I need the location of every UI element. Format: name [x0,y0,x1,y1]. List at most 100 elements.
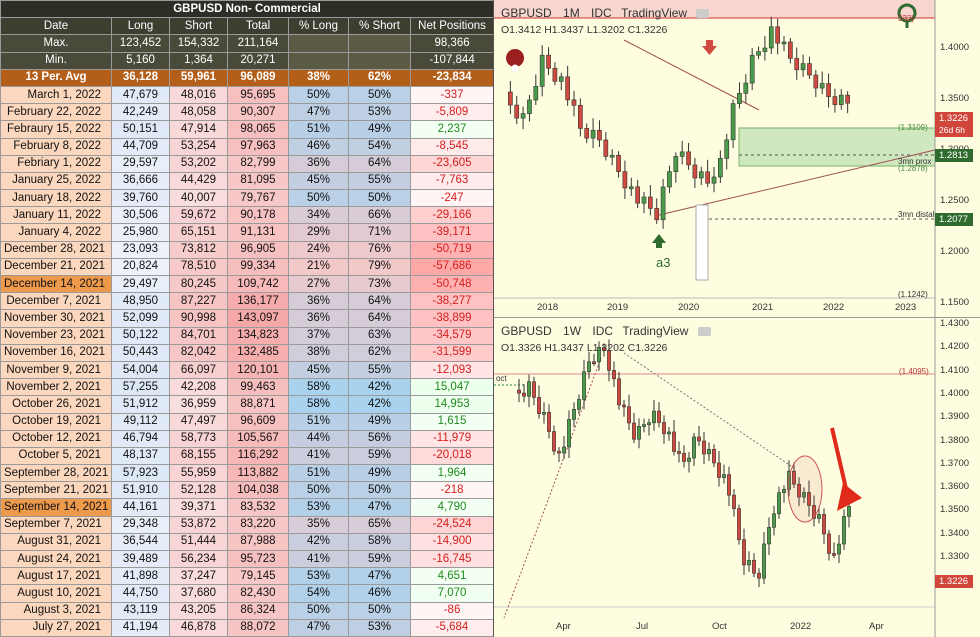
candle-body [705,171,710,184]
candle-body [597,129,602,141]
table-row: July 27, 2021 41,194 46,878 88,072 47% 53% -5,… [0,618,495,637]
cell-long: 48,137 [111,446,170,466]
candle-body [792,470,796,485]
cell-short: 58,773 [169,429,228,448]
candle-body [737,508,741,540]
candle-body [539,54,545,87]
cell-total: 91,131 [227,223,289,242]
monthly-chart[interactable]: GBPUSD 1M IDC TradingView O1.3412 H1.343… [493,0,980,318]
cell-pl: 37% [288,326,349,345]
candle-body [800,63,806,71]
cell-long: 49,112 [111,412,170,431]
monthly-chart-canvas[interactable] [494,0,980,318]
min-ps [348,51,411,70]
y-tick: 1.3600 [940,481,970,493]
column-header: Total [227,17,289,36]
candle-body [632,422,636,440]
cell-pl: 34% [288,206,349,225]
max-short: 154,332 [169,34,228,53]
candle-body [686,151,691,166]
cell-date: November 2, 2021 [0,378,112,397]
candle-body [612,370,616,380]
candle-body [717,462,721,478]
cell-short: 56,234 [169,549,228,569]
cell-ps: 42% [348,378,411,397]
candle-body [584,128,590,139]
candle-body [802,492,806,498]
candle-body [657,410,661,423]
cell-ps: 59% [348,446,411,466]
candle-body [673,156,679,172]
table-row: October 12, 2021 46,794 58,773 105,567 44% 56… [0,429,495,448]
cell-date: January 11, 2022 [0,206,112,225]
table-row: November 16, 2021 50,443 82,042 132,485 38% 6… [0,343,495,362]
down-arrow-icon [702,40,717,55]
collapse-icon[interactable] [696,9,710,19]
collapse-icon[interactable] [697,327,711,337]
cell-long: 36,666 [111,171,170,191]
level-tag: 1.2813 [935,149,973,162]
cell-ps: 50% [348,601,411,620]
cell-ps: 53% [348,103,411,122]
cell-total: 136,177 [227,292,289,311]
candle-body [562,446,566,454]
cell-ps: 49% [348,412,411,431]
max-ps [348,34,411,53]
cell-net: -218 [409,481,495,500]
cell-short: 40,007 [169,189,228,208]
cell-total: 143,097 [227,309,289,328]
cell-long: 54,004 [111,360,170,380]
cell-date: August 31, 2021 [0,532,112,552]
candle-body [514,104,520,119]
candle-body [627,406,631,424]
cell-date: December 21, 2021 [0,257,112,277]
y-tick: 1.3500 [940,504,970,516]
table-row: January 4, 2022 25,980 65,151 91,131 29% 71% -… [0,223,495,242]
candle-body [571,99,577,106]
cell-total: 105,567 [227,429,289,448]
table-row: September 28, 2021 57,923 55,959 113,882 51%… [0,464,495,483]
x-tick: 2020 [678,302,700,313]
weekly-chart-canvas[interactable] [494,318,980,637]
candle-body [577,399,581,410]
cell-ps: 47% [348,567,411,586]
cell-long: 44,709 [111,137,170,156]
cell-short: 87,227 [169,292,228,311]
interval[interactable]: 1M [563,6,580,20]
min-net: -107,844 [409,51,495,70]
cell-long: 57,923 [111,464,170,483]
y-tick: 1.3700 [940,457,970,469]
cell-total: 132,485 [227,343,289,362]
interval[interactable]: 1W [563,324,582,338]
table-row: February 8, 2022 44,709 53,254 97,963 46% 54%… [0,137,495,156]
avg-ps: 62% [348,68,411,87]
candle-body [622,171,628,189]
table-row: November 30, 2021 52,099 90,998 143,097 36% 6… [0,309,495,328]
cell-ps: 73% [348,274,411,294]
cell-net: -50,748 [409,274,495,294]
cell-pl: 51% [288,120,349,139]
candle-body [572,409,576,420]
min-pl [288,51,349,70]
column-header: Short [169,17,228,36]
cell-date: November 30, 2021 [0,309,112,328]
cell-long: 44,161 [111,498,170,517]
candle-body [617,378,621,406]
cell-total: 95,695 [227,85,289,105]
cell-ps: 50% [348,481,411,500]
candle-body [737,93,742,104]
candle-body [557,450,561,454]
distal-label: 3mn distal [898,210,935,219]
cell-long: 23,093 [111,240,170,259]
cell-date: August 17, 2021 [0,567,112,586]
cell-total: 109,742 [227,274,289,294]
candle-body [679,151,685,157]
cell-date: September 7, 2021 [0,515,112,534]
candle-body [762,47,768,52]
weekly-chart[interactable]: GBPUSD 1W IDC TradingView O1.3326 H1.343… [493,318,980,637]
candle-body [558,76,564,82]
candle-body [590,129,596,139]
cell-pl: 50% [288,601,349,620]
cell-long: 41,898 [111,567,170,586]
cell-net: 14,953 [409,395,495,414]
